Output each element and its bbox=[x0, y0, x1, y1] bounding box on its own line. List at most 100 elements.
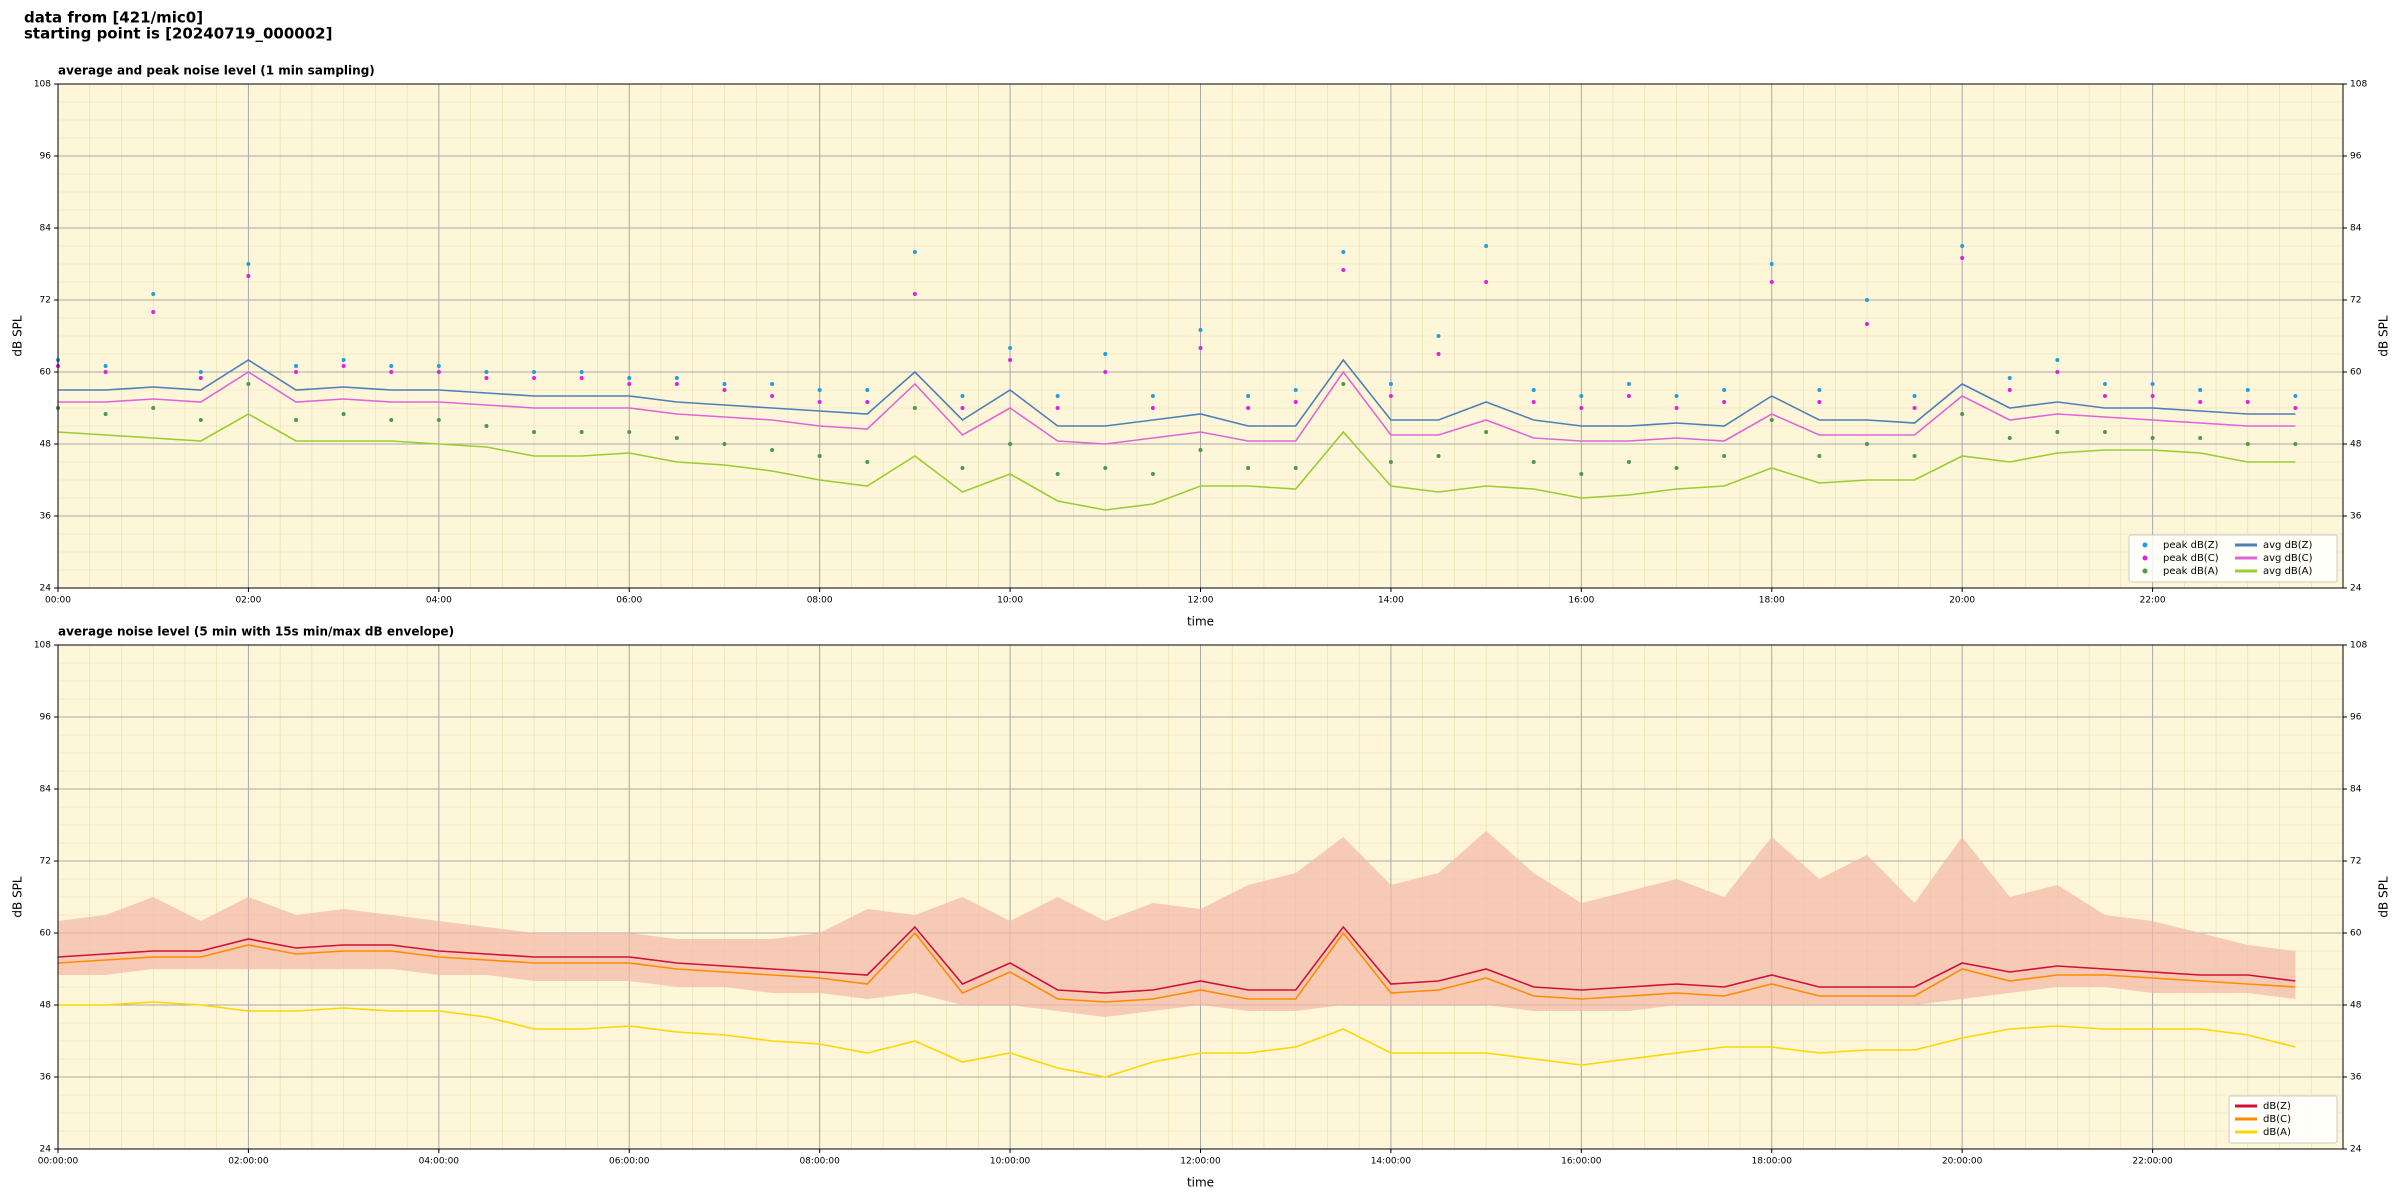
peak-point bbox=[1103, 466, 1108, 470]
y2-tick-label: 36 bbox=[2350, 1073, 2362, 1083]
peak-point bbox=[1484, 244, 1489, 248]
peak-point bbox=[1293, 388, 1298, 392]
y2-tick-label: 108 bbox=[2350, 641, 2367, 651]
y2-tick-label: 96 bbox=[2350, 152, 2362, 162]
peak-point bbox=[1769, 280, 1774, 284]
peak-point bbox=[1912, 454, 1917, 458]
x-tick-label: 10:00:00 bbox=[990, 1157, 1031, 1167]
peak-point bbox=[1960, 256, 1965, 260]
peak-point bbox=[2102, 430, 2107, 434]
peak-point bbox=[341, 364, 346, 368]
peak-point bbox=[1293, 466, 1298, 470]
peak-point bbox=[1103, 370, 1108, 374]
peak-point bbox=[722, 388, 727, 392]
peak-point bbox=[770, 394, 775, 398]
peak-point bbox=[1864, 298, 1869, 302]
peak-point bbox=[2055, 430, 2060, 434]
peak-point bbox=[341, 412, 346, 416]
x-tick-label: 08:00:00 bbox=[799, 1157, 840, 1167]
x-tick-label: 00:00:00 bbox=[38, 1157, 79, 1167]
y-tick-label: 24 bbox=[40, 1145, 52, 1155]
x-axis-label: time bbox=[1187, 615, 1214, 629]
y-tick-label: 36 bbox=[40, 1073, 52, 1083]
peak-point bbox=[294, 418, 299, 422]
x-tick-label: 14:00:00 bbox=[1371, 1157, 1412, 1167]
peak-point bbox=[2007, 388, 2012, 392]
peak-point bbox=[1246, 406, 1251, 410]
x-tick-label: 12:00 bbox=[1188, 596, 1214, 606]
peak-point bbox=[1722, 388, 1727, 392]
peak-point bbox=[579, 376, 584, 380]
peak-point bbox=[627, 382, 632, 386]
legend-label: peak dB(Z) bbox=[2163, 540, 2219, 551]
peak-point bbox=[1341, 250, 1346, 254]
peak-point bbox=[1341, 382, 1346, 386]
peak-point bbox=[198, 370, 203, 374]
legend-label: avg dB(A) bbox=[2263, 566, 2313, 577]
peak-point bbox=[865, 400, 870, 404]
peak-point bbox=[1198, 448, 1203, 452]
line bbox=[57, 931, 2296, 1003]
y2-tick-label: 72 bbox=[2350, 857, 2361, 867]
peak-point bbox=[1626, 460, 1631, 464]
peak-point bbox=[389, 418, 394, 422]
x-tick-label: 16:00 bbox=[1568, 596, 1594, 606]
peak-point bbox=[960, 406, 965, 410]
y-tick-label: 108 bbox=[34, 80, 51, 90]
x-tick-label: 22:00:00 bbox=[2132, 1157, 2173, 1167]
peak-point bbox=[151, 292, 156, 296]
peak-point bbox=[1008, 358, 1013, 362]
peak-point bbox=[674, 376, 679, 380]
x-tick-label: 12:00:00 bbox=[1180, 1157, 1221, 1167]
peak-point bbox=[579, 430, 584, 434]
y-axis-label: dB SPL bbox=[11, 876, 25, 918]
peak-point bbox=[2102, 394, 2107, 398]
legend-label: dB(Z) bbox=[2263, 1101, 2291, 1112]
subplot-title: average and peak noise level (1 min samp… bbox=[58, 64, 375, 78]
peak-point bbox=[1531, 388, 1536, 392]
peak-point bbox=[1531, 460, 1536, 464]
y-tick-label: 36 bbox=[40, 512, 52, 522]
legend-marker bbox=[2142, 542, 2148, 548]
peak-point bbox=[627, 430, 632, 434]
peak-point bbox=[1484, 280, 1489, 284]
peak-point bbox=[532, 370, 537, 374]
peak-point bbox=[436, 370, 441, 374]
peak-point bbox=[484, 370, 489, 374]
peak-point bbox=[1912, 406, 1917, 410]
peak-point bbox=[1626, 394, 1631, 398]
peak-point bbox=[1436, 352, 1441, 356]
peak-point bbox=[1769, 262, 1774, 266]
peak-point bbox=[2007, 376, 2012, 380]
peak-point bbox=[1293, 400, 1298, 404]
peak-point bbox=[1674, 406, 1679, 410]
peak-point bbox=[246, 382, 251, 386]
legend-label: peak dB(C) bbox=[2163, 553, 2219, 564]
peak-point bbox=[1817, 400, 1822, 404]
y2-tick-label: 84 bbox=[2350, 785, 2362, 795]
y-tick-label: 96 bbox=[40, 713, 52, 723]
peak-point bbox=[2007, 436, 2012, 440]
peak-point bbox=[198, 418, 203, 422]
legend-label: avg dB(C) bbox=[2263, 553, 2313, 564]
peak-point bbox=[579, 370, 584, 374]
peak-point bbox=[1150, 406, 1155, 410]
x-tick-label: 06:00:00 bbox=[609, 1157, 650, 1167]
y-tick-label: 24 bbox=[40, 584, 52, 594]
peak-point bbox=[1864, 442, 1869, 446]
y2-tick-label: 108 bbox=[2350, 80, 2367, 90]
y2-tick-label: 60 bbox=[2350, 929, 2362, 939]
peak-point bbox=[1674, 394, 1679, 398]
envelope bbox=[58, 831, 2296, 1017]
peak-point bbox=[103, 370, 108, 374]
peak-point bbox=[1246, 466, 1251, 470]
y2-tick-label: 48 bbox=[2350, 1001, 2362, 1011]
x-tick-label: 02:00:00 bbox=[228, 1157, 269, 1167]
peak-point bbox=[2293, 406, 2298, 410]
peak-point bbox=[1817, 388, 1822, 392]
peak-point bbox=[1388, 394, 1393, 398]
peak-point bbox=[2055, 370, 2060, 374]
y-axis-label: dB SPL bbox=[11, 315, 25, 357]
y2-axis-label: dB SPL bbox=[2377, 876, 2391, 918]
